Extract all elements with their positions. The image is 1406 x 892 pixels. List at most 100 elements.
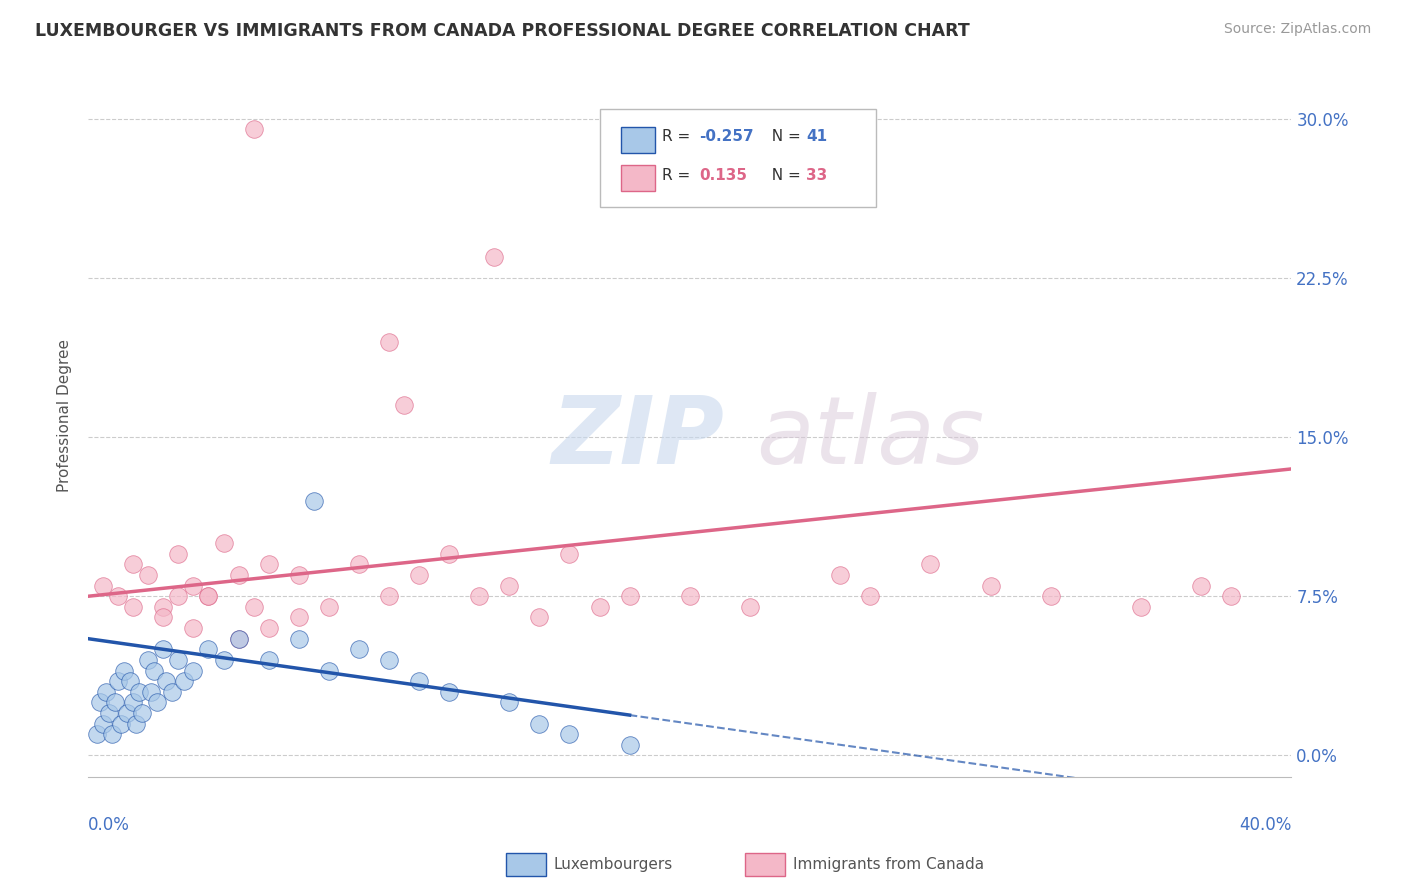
Point: [468, 589, 491, 603]
Point: [167, 589, 190, 603]
Text: -0.257: -0.257: [699, 129, 754, 145]
Point: [378, 589, 401, 603]
Point: [558, 547, 581, 561]
Point: [287, 568, 309, 582]
Point: [89, 695, 111, 709]
Point: [183, 664, 205, 678]
Text: atlas: atlas: [756, 392, 984, 483]
Point: [167, 653, 190, 667]
Point: [619, 589, 641, 603]
Point: [91, 579, 114, 593]
Point: [197, 642, 219, 657]
Point: [86, 727, 108, 741]
Point: [1039, 589, 1062, 603]
Point: [155, 674, 177, 689]
Text: N =: N =: [762, 129, 806, 145]
Point: [920, 558, 942, 572]
Text: 0.135: 0.135: [699, 168, 748, 183]
Point: [529, 610, 551, 624]
Point: [242, 122, 264, 136]
Point: [437, 547, 460, 561]
Bar: [621, 127, 655, 153]
Text: R =: R =: [662, 129, 695, 145]
Point: [287, 632, 309, 646]
Point: [588, 599, 610, 614]
Text: 0.0%: 0.0%: [89, 816, 129, 834]
Point: [183, 579, 205, 593]
Point: [228, 632, 250, 646]
Bar: [621, 165, 655, 191]
Point: [162, 684, 184, 698]
Point: [484, 250, 506, 264]
Point: [152, 610, 174, 624]
Point: [117, 706, 139, 720]
Point: [242, 599, 264, 614]
Point: [136, 568, 159, 582]
Point: [257, 621, 280, 635]
Point: [143, 664, 166, 678]
Text: 33: 33: [807, 168, 828, 183]
Point: [437, 684, 460, 698]
Point: [212, 536, 235, 550]
Point: [120, 674, 142, 689]
Text: ZIP: ZIP: [551, 392, 724, 483]
Point: [146, 695, 169, 709]
Point: [122, 558, 145, 572]
Point: [112, 664, 135, 678]
Text: LUXEMBOURGER VS IMMIGRANTS FROM CANADA PROFESSIONAL DEGREE CORRELATION CHART: LUXEMBOURGER VS IMMIGRANTS FROM CANADA P…: [35, 22, 970, 40]
Text: Immigrants from Canada: Immigrants from Canada: [793, 857, 984, 871]
Point: [830, 568, 852, 582]
Point: [136, 653, 159, 667]
Point: [228, 632, 250, 646]
Point: [197, 589, 219, 603]
Point: [128, 684, 150, 698]
Point: [1129, 599, 1152, 614]
Point: [197, 589, 219, 603]
Point: [257, 558, 280, 572]
Point: [318, 599, 340, 614]
Point: [498, 695, 520, 709]
Point: [183, 621, 205, 635]
Point: [408, 568, 430, 582]
Point: [859, 589, 882, 603]
Point: [378, 653, 401, 667]
Point: [212, 653, 235, 667]
Point: [558, 727, 581, 741]
Point: [141, 684, 163, 698]
Text: Luxembourgers: Luxembourgers: [554, 857, 673, 871]
Point: [107, 674, 129, 689]
Point: [173, 674, 195, 689]
Point: [110, 716, 132, 731]
Point: [125, 716, 148, 731]
Y-axis label: Professional Degree: Professional Degree: [58, 339, 72, 492]
Point: [1220, 589, 1243, 603]
Point: [679, 589, 702, 603]
Point: [347, 558, 370, 572]
Text: 40.0%: 40.0%: [1239, 816, 1291, 834]
Point: [167, 547, 190, 561]
Point: [529, 716, 551, 731]
Point: [318, 664, 340, 678]
Point: [392, 398, 415, 412]
Point: [228, 568, 250, 582]
Point: [122, 599, 145, 614]
Point: [1189, 579, 1212, 593]
Point: [96, 684, 118, 698]
Text: N =: N =: [762, 168, 806, 183]
Point: [738, 599, 761, 614]
Point: [498, 579, 520, 593]
Point: [408, 674, 430, 689]
Point: [98, 706, 121, 720]
Point: [347, 642, 370, 657]
FancyBboxPatch shape: [599, 109, 876, 207]
Point: [257, 653, 280, 667]
Point: [101, 727, 124, 741]
Point: [302, 493, 325, 508]
Point: [619, 738, 641, 752]
Point: [980, 579, 1002, 593]
Text: 41: 41: [807, 129, 828, 145]
Point: [287, 610, 309, 624]
Point: [378, 334, 401, 349]
Point: [104, 695, 127, 709]
Point: [131, 706, 153, 720]
